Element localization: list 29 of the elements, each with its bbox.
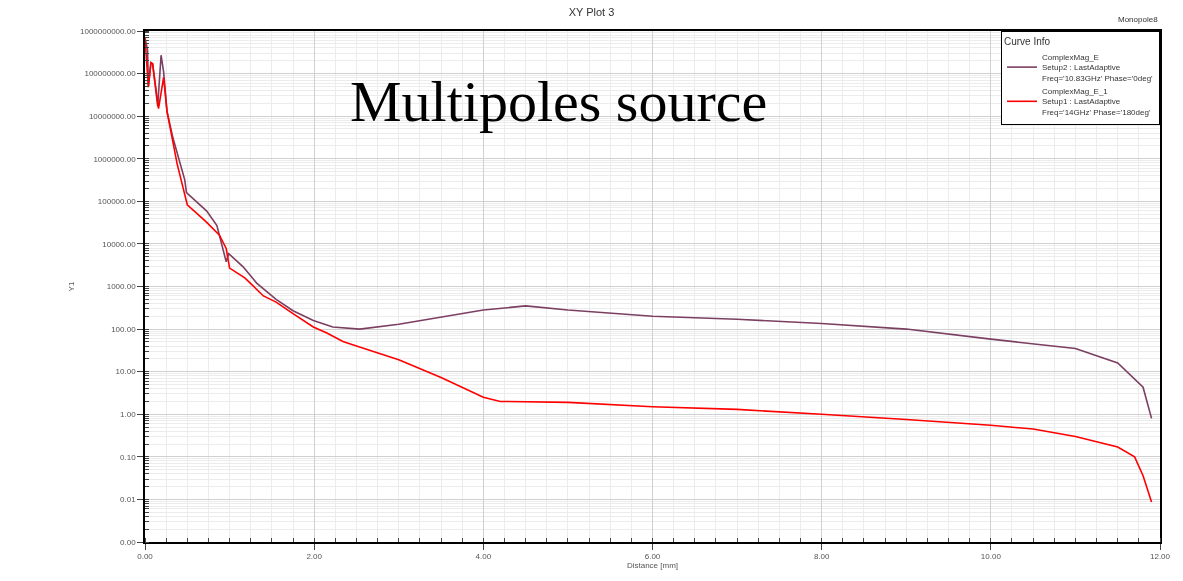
y-tick-label: 0.00 xyxy=(120,537,137,547)
line-series xyxy=(145,37,1153,503)
text: Monopole8 xyxy=(1118,15,1159,24)
y-tick-label: 0.01 xyxy=(120,495,137,505)
x-tick-label: 12.00 xyxy=(1149,552,1171,562)
x-tick-label: 10.00 xyxy=(980,552,1002,562)
x-tick-label: 2.00 xyxy=(306,552,323,562)
x-tick-label: 6.00 xyxy=(644,552,661,562)
y-tick-label: 10000000.00 xyxy=(88,111,137,121)
y-tick-label: 1.00 xyxy=(120,410,137,420)
legend-label: ComplexMag_E Setup2 : LastAdaptive Freq='10.83GHz' Phase='0deg' xyxy=(1042,52,1154,83)
x-axis-title: Distance [mm] xyxy=(626,561,679,571)
y-tick-label: 100.00 xyxy=(111,324,137,334)
y-tick-label: 0.10 xyxy=(120,452,137,462)
y-tick-label: 100000.00 xyxy=(97,197,137,207)
chart-title: XY Plot 3 xyxy=(568,6,615,19)
y-tick-label: 1000.00 xyxy=(106,282,137,292)
y-tick-label: 1000000000.00 xyxy=(80,26,137,36)
x-tick-label: 0.00 xyxy=(137,552,154,562)
y-axis-title: Y1 xyxy=(67,281,77,292)
annotation: Multipoles source xyxy=(350,69,768,134)
y-tick-label: 1000000.00 xyxy=(93,154,137,164)
y-tick-label: 100000000.00 xyxy=(84,69,137,79)
x-tick-label: 8.00 xyxy=(813,552,830,562)
x-tick-label: 4.00 xyxy=(475,552,492,562)
y-tick-label: 10000.00 xyxy=(102,239,137,249)
y-tick-label: 10.00 xyxy=(115,367,137,377)
legend-title: Curve Info xyxy=(1004,36,1051,47)
legend-label: ComplexMag_E_1 Setup1 : LastAdaptive Freq='14GHz' Phase='180deg' xyxy=(1042,87,1151,117)
